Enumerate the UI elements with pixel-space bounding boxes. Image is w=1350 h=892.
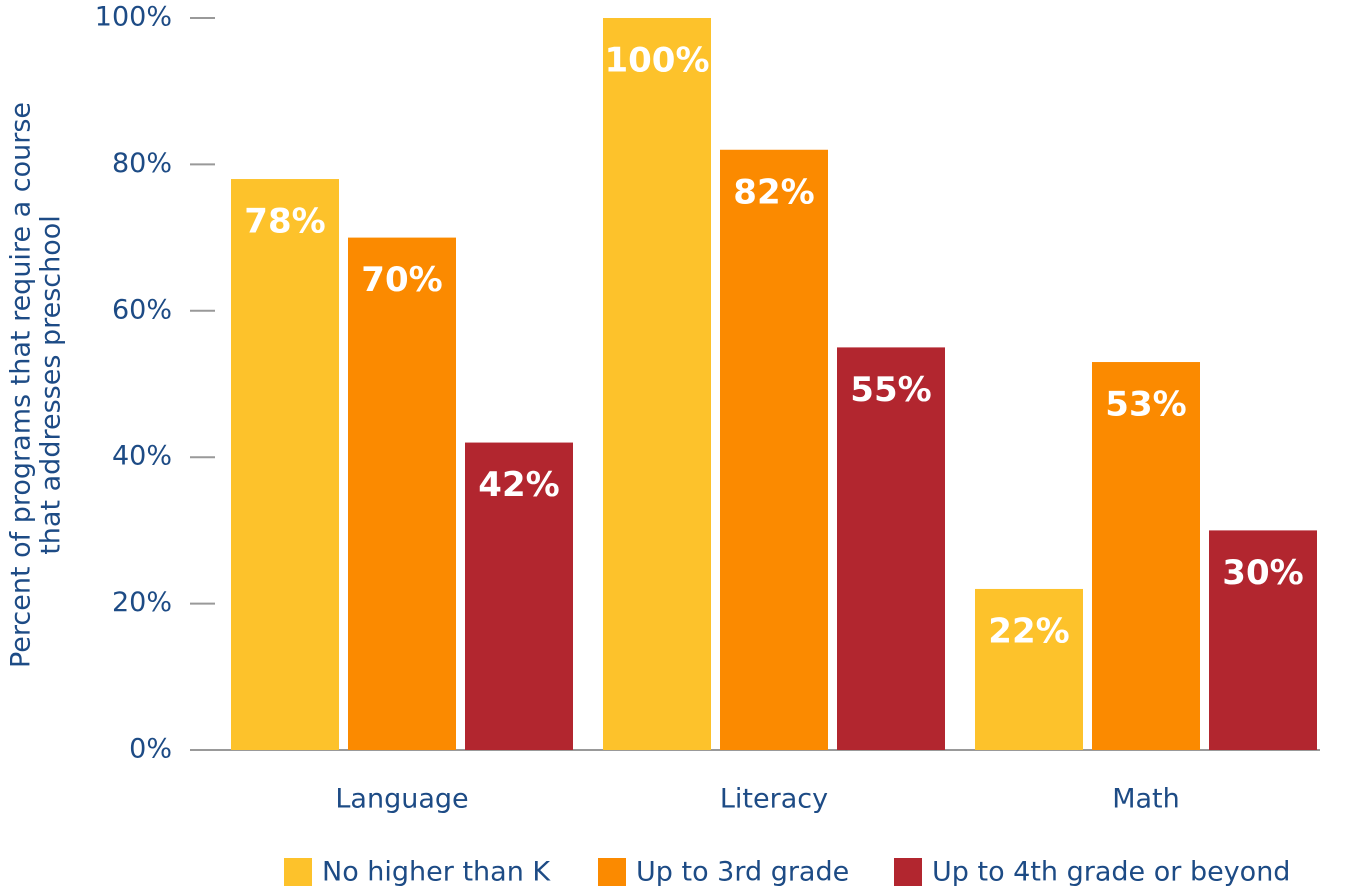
- y-tick-label: 60%: [112, 294, 172, 325]
- legend-label: Up to 3rd grade: [636, 857, 849, 888]
- y-tick-label: 20%: [112, 587, 172, 618]
- bar: [231, 179, 339, 751]
- x-tick-label: Language: [335, 784, 468, 815]
- y-tick-label: 100%: [95, 2, 172, 33]
- data-label: 22%: [988, 611, 1069, 651]
- bar: [720, 149, 828, 750]
- bar: [837, 347, 945, 750]
- x-tick-label: Literacy: [720, 784, 828, 815]
- bar: [465, 442, 573, 750]
- bar: [348, 237, 456, 751]
- bar: [1209, 530, 1317, 750]
- legend-swatch: [284, 858, 312, 886]
- legend-label: Up to 4th grade or beyond: [932, 857, 1290, 888]
- y-tick-label: 80%: [112, 148, 172, 179]
- y-tick-label: 0%: [129, 734, 172, 765]
- data-label: 78%: [244, 202, 325, 242]
- bar: [1092, 362, 1200, 750]
- legend-swatch: [894, 858, 922, 886]
- data-label: 70%: [361, 260, 442, 300]
- bar: [975, 588, 1083, 750]
- y-axis-title: that addresses preschool: [36, 215, 67, 555]
- data-label: 55%: [850, 370, 931, 410]
- data-label: 100%: [604, 41, 709, 81]
- y-tick-label: 40%: [112, 441, 172, 472]
- data-label: 30%: [1222, 553, 1303, 593]
- bar: [603, 18, 711, 750]
- y-axis-title: Percent of programs that require a cours…: [6, 102, 37, 668]
- legend-swatch: [598, 858, 626, 886]
- data-label: 53%: [1105, 385, 1186, 425]
- x-tick-label: Math: [1112, 784, 1180, 815]
- data-label: 82%: [733, 172, 814, 212]
- data-label: 42%: [478, 465, 559, 505]
- legend-label: No higher than K: [322, 857, 551, 888]
